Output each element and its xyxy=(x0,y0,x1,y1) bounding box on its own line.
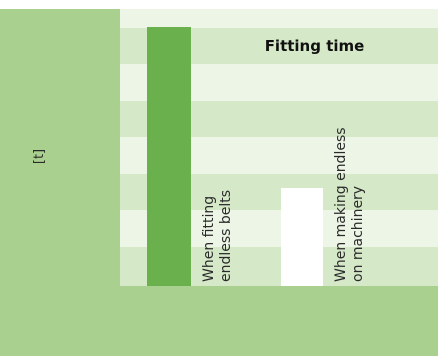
bottom-band xyxy=(120,286,438,356)
column-label-line: on machinery xyxy=(350,185,366,282)
unit-label: [t] xyxy=(32,148,48,164)
column-label-making-endless: When making endless on machinery xyxy=(333,127,367,282)
accent-bar xyxy=(147,27,191,286)
column-label-line: When making endless xyxy=(333,127,349,282)
column-label-fitting: When fitting endless belts xyxy=(201,190,235,282)
page-title: Fitting time xyxy=(264,37,365,55)
blank-cell xyxy=(281,188,323,286)
column-label-line: endless belts xyxy=(218,189,234,282)
column-label-line: When fitting xyxy=(201,195,217,282)
table-row xyxy=(120,9,438,28)
side-panel xyxy=(0,9,120,356)
